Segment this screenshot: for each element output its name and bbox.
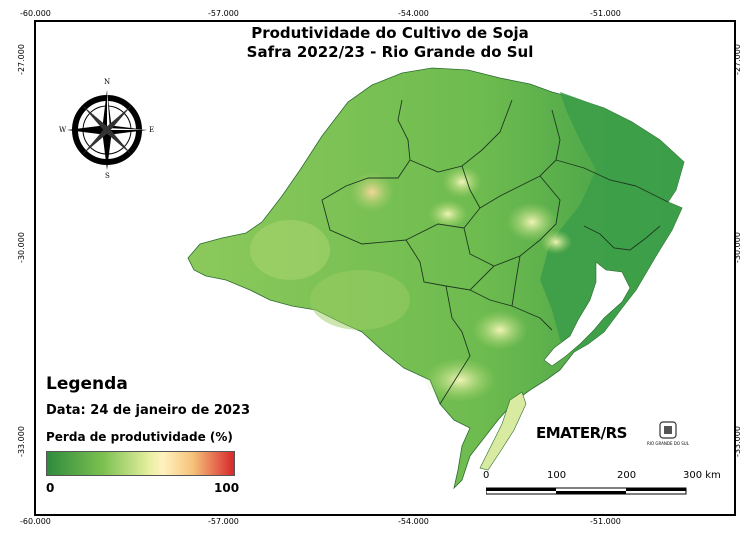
lon-tick-top-1: -60.000 bbox=[20, 9, 51, 18]
scale-label-200: 200 bbox=[617, 470, 637, 481]
legend-title: Legenda bbox=[46, 374, 128, 394]
lon-tick-top-4: -51.000 bbox=[590, 9, 621, 18]
compass-east-label: E bbox=[149, 126, 155, 134]
lagoon-mirim bbox=[479, 391, 527, 471]
ramp-max-label: 100 bbox=[214, 481, 240, 495]
lon-tick-bottom-4: -51.000 bbox=[590, 517, 621, 526]
color-ramp bbox=[46, 451, 235, 476]
government-logo: RIO GRANDE DO SUL bbox=[643, 420, 693, 456]
lon-tick-bottom-1: -60.000 bbox=[20, 517, 51, 526]
government-logo-text: RIO GRANDE DO SUL bbox=[647, 441, 689, 446]
compass-west-label: W bbox=[59, 126, 67, 134]
legend-date: Data: 24 de janeiro de 2023 bbox=[46, 403, 250, 418]
compass-rose-icon bbox=[67, 90, 147, 170]
lon-tick-bottom-3: -54.000 bbox=[398, 517, 429, 526]
map-title-line1: Produtividade do Cultivo de Soja bbox=[251, 24, 529, 42]
lon-tick-top-3: -54.000 bbox=[398, 9, 429, 18]
lon-tick-bottom-2: -57.000 bbox=[208, 517, 239, 526]
legend-variable: Perda de produtividade (%) bbox=[46, 430, 233, 444]
scale-bar bbox=[486, 487, 687, 495]
compass-south-label: S bbox=[105, 172, 110, 180]
scale-label-300: 300 km bbox=[683, 470, 721, 481]
scale-label-100: 100 bbox=[547, 470, 567, 481]
compass-north-label: N bbox=[104, 78, 111, 86]
coat-of-arms-icon bbox=[659, 421, 677, 439]
map-title-line2: Safra 2022/23 - Rio Grande do Sul bbox=[246, 43, 534, 61]
ramp-min-label: 0 bbox=[46, 481, 55, 495]
emater-logo: EMATER/RS bbox=[536, 424, 627, 442]
scale-label-0: 0 bbox=[483, 470, 490, 481]
lon-tick-top-2: -57.000 bbox=[208, 9, 239, 18]
emater-logo-text: EMATER/RS bbox=[536, 424, 627, 442]
lagoon bbox=[543, 261, 631, 367]
